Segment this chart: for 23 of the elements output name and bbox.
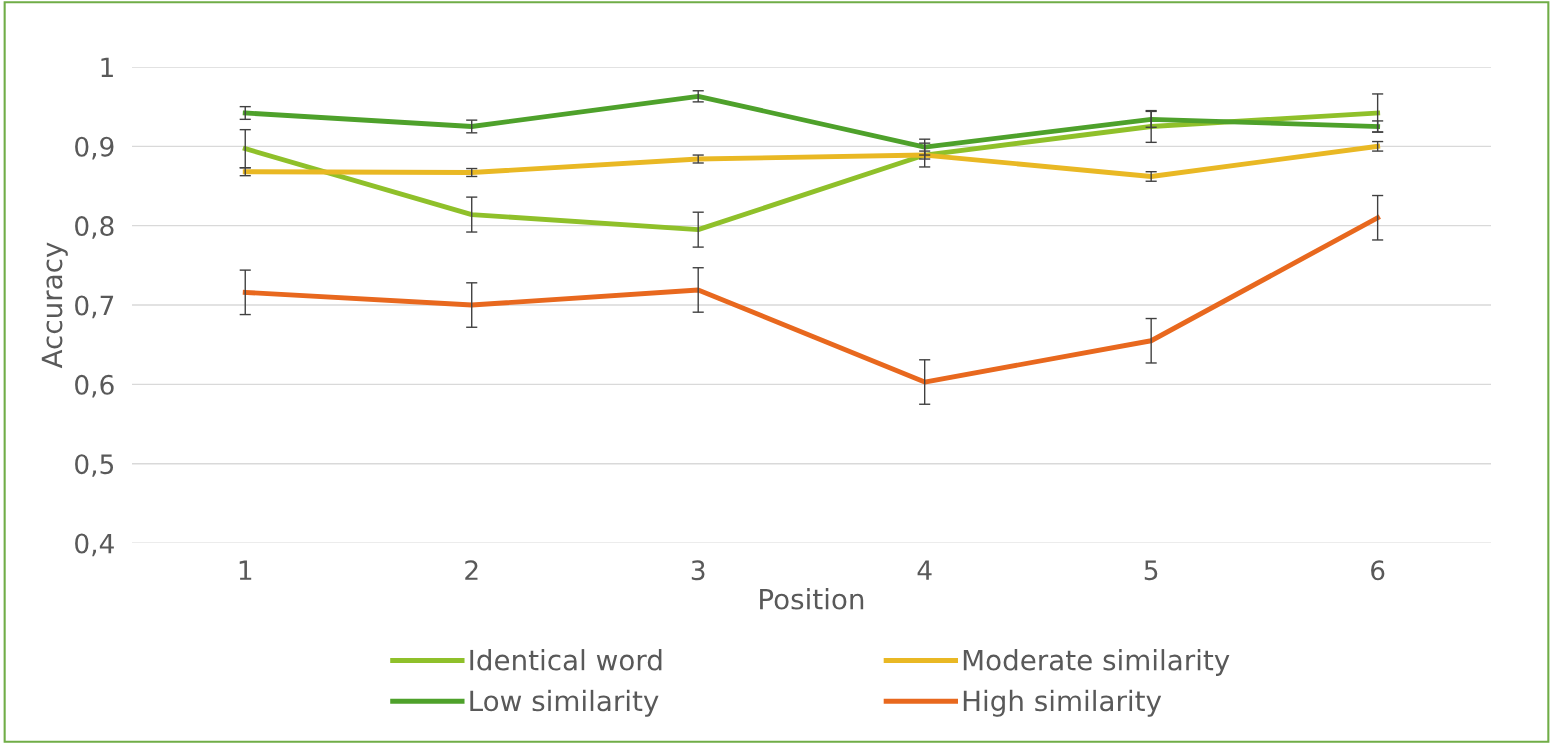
x-tick-label: 1	[239, 560, 252, 580]
x-tick-label: 3	[691, 560, 705, 581]
y-tick-label: 1	[101, 57, 113, 77]
x-tick-label: 5	[1144, 560, 1158, 581]
x-tick-label: 6	[1371, 560, 1385, 581]
y-tick-label: 0,7	[75, 295, 114, 319]
legend-label: Low similarity	[470, 689, 659, 717]
line-series	[242, 215, 1381, 385]
y-tick-label: 0,5	[75, 454, 114, 477]
legend-label: Moderate similarity	[963, 649, 1230, 676]
y-axis-title: Accuracy	[41, 242, 68, 369]
line-series	[242, 93, 1381, 150]
y-tick-label: 0,4	[75, 533, 114, 557]
x-tick-label: 2	[465, 560, 478, 580]
line-series	[242, 110, 1381, 233]
line-series	[242, 143, 1381, 179]
x-axis-title: Position	[760, 588, 864, 610]
y-tick-label: 0,6	[75, 374, 114, 398]
legend-label: High similarity	[963, 689, 1162, 717]
y-tick-label: 0,8	[75, 216, 114, 239]
y-tick-label: 0,9	[75, 136, 114, 160]
x-tick-label: 4	[917, 560, 932, 580]
legend-label: Identical word	[470, 649, 662, 671]
